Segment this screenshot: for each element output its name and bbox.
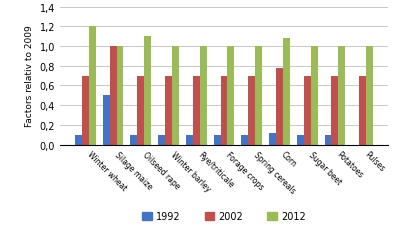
Bar — [158, 135, 165, 145]
Bar — [172, 47, 179, 145]
Bar — [338, 47, 345, 145]
Bar — [214, 135, 220, 145]
Bar — [359, 76, 366, 145]
Bar — [165, 76, 172, 145]
Bar — [241, 135, 248, 145]
Bar — [276, 68, 283, 145]
Bar — [200, 47, 207, 145]
Bar — [130, 135, 137, 145]
Bar — [304, 76, 311, 145]
Legend: 1992, 2002, 2012: 1992, 2002, 2012 — [138, 208, 310, 226]
Bar — [186, 135, 193, 145]
Y-axis label: Factors relativ to 2009: Factors relativ to 2009 — [25, 26, 34, 127]
Bar — [137, 76, 144, 145]
Bar — [332, 76, 338, 145]
Bar — [248, 76, 255, 145]
Bar — [103, 96, 110, 145]
Bar — [193, 76, 200, 145]
Bar — [311, 47, 318, 145]
Bar — [324, 135, 332, 145]
Bar — [283, 39, 290, 145]
Bar — [89, 27, 96, 145]
Bar — [144, 37, 151, 145]
Bar — [228, 47, 234, 145]
Bar — [75, 135, 82, 145]
Bar — [255, 47, 262, 145]
Bar — [269, 133, 276, 145]
Bar — [366, 47, 373, 145]
Bar — [116, 47, 124, 145]
Bar — [82, 76, 89, 145]
Bar — [110, 47, 116, 145]
Bar — [220, 76, 228, 145]
Bar — [297, 135, 304, 145]
